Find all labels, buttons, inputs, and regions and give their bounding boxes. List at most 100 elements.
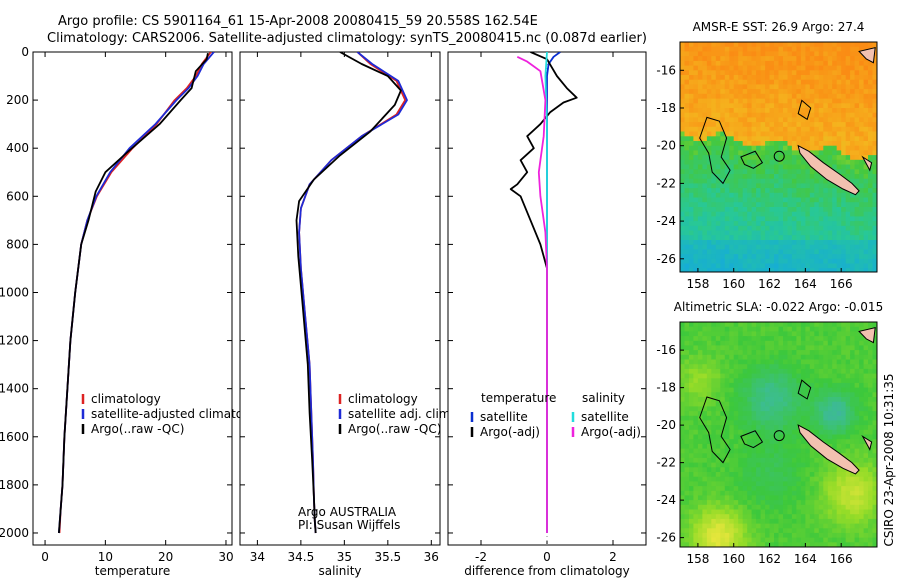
heatmap-cell xyxy=(747,345,753,351)
heatmap-cell xyxy=(805,192,811,199)
heatmap-cell xyxy=(823,93,829,100)
heatmap-cell xyxy=(854,98,860,104)
heatmap-cell xyxy=(836,439,842,445)
heatmap-cell xyxy=(854,481,860,487)
heatmap-cell xyxy=(697,331,703,337)
heatmap-cell xyxy=(868,415,874,422)
heatmap-cell xyxy=(827,93,833,100)
heatmap-cell xyxy=(868,495,874,501)
heatmap-cell xyxy=(760,131,766,137)
heatmap-cell xyxy=(827,240,833,246)
heatmap-cell xyxy=(863,216,869,222)
heatmap-cell xyxy=(872,439,877,445)
heatmap-cell xyxy=(706,509,712,515)
heatmap-cell xyxy=(854,443,860,450)
heatmap-cell xyxy=(689,98,695,104)
heatmap-cell xyxy=(796,240,802,246)
heatmap-cell xyxy=(859,364,865,370)
heatmap-cell xyxy=(814,364,820,370)
heatmap-cell xyxy=(783,174,789,180)
heatmap-cell xyxy=(693,406,699,412)
heatmap-cell xyxy=(724,490,730,497)
heatmap-cell xyxy=(702,528,708,534)
heatmap-cell xyxy=(854,518,860,525)
y-tick-label: 0 xyxy=(21,45,29,59)
heatmap-cell xyxy=(787,145,793,152)
heatmap-cell xyxy=(868,141,874,147)
heatmap-cell xyxy=(689,354,695,361)
heatmap-cell xyxy=(805,345,811,351)
heatmap-cell xyxy=(738,89,744,95)
heatmap-cell xyxy=(774,397,780,403)
heatmap-cell xyxy=(872,254,877,260)
heatmap-cell xyxy=(796,486,802,492)
heatmap-cell xyxy=(783,486,789,492)
heatmap-cell xyxy=(854,150,860,156)
heatmap-cell xyxy=(854,263,860,269)
heatmap-cell xyxy=(823,514,829,520)
heatmap-cell xyxy=(868,359,874,365)
heatmap-cell xyxy=(702,481,708,487)
heatmap-cell xyxy=(778,368,784,375)
heatmap-cell xyxy=(729,122,735,128)
heatmap-cell xyxy=(756,336,762,342)
heatmap-cell xyxy=(715,429,721,436)
legend-label: satellite adj. clim. xyxy=(348,407,454,421)
heatmap-cell xyxy=(823,397,829,403)
heatmap-cell xyxy=(796,150,802,156)
heatmap-cell xyxy=(711,164,717,170)
heatmap-cell xyxy=(760,254,766,260)
heatmap-cell xyxy=(729,528,735,534)
heatmap-cell xyxy=(791,340,797,347)
heatmap-cell xyxy=(809,504,815,511)
heatmap-cell xyxy=(751,509,757,515)
heatmap-cell xyxy=(689,108,695,114)
heatmap-cell xyxy=(787,122,793,128)
heatmap-cell xyxy=(809,197,815,203)
heatmap-cell xyxy=(787,532,793,539)
heatmap-cell xyxy=(738,131,744,137)
heatmap-cell xyxy=(720,188,726,194)
heatmap-cell xyxy=(791,331,797,337)
heatmap-cell xyxy=(697,387,703,393)
heatmap-cell xyxy=(827,197,833,203)
heatmap-cell xyxy=(836,258,842,265)
heatmap-cell xyxy=(832,368,838,375)
heatmap-cell xyxy=(724,51,730,57)
heatmap-cell xyxy=(800,368,806,375)
heatmap-cell xyxy=(832,93,838,100)
heatmap-cell xyxy=(854,197,860,203)
heatmap-cell xyxy=(836,75,842,81)
heatmap-cell xyxy=(850,331,856,337)
heatmap-cell xyxy=(715,453,721,459)
x-axis-label: temperature xyxy=(95,564,170,578)
heatmap-cell xyxy=(863,263,869,269)
heatmap-cell xyxy=(863,155,869,161)
heatmap-cell xyxy=(859,457,865,464)
heatmap-cell xyxy=(836,202,842,208)
heatmap-cell xyxy=(756,397,762,403)
heatmap-cell xyxy=(800,415,806,422)
heatmap-cell xyxy=(859,202,865,208)
heatmap-cell xyxy=(689,164,695,170)
heatmap-cell xyxy=(720,216,726,222)
heatmap-cell xyxy=(778,221,784,227)
heatmap-cell xyxy=(680,46,686,53)
heatmap-cell xyxy=(738,70,744,76)
heatmap-cell xyxy=(850,84,856,90)
heatmap-cell xyxy=(706,453,712,459)
heatmap-cell xyxy=(854,490,860,497)
heatmap-cell xyxy=(868,183,874,189)
heatmap-cell xyxy=(850,354,856,361)
heatmap-cell xyxy=(765,472,771,478)
legend-label: satellite xyxy=(480,410,528,424)
heatmap-cell xyxy=(680,159,686,166)
heatmap-cell xyxy=(805,202,811,208)
heatmap-cell xyxy=(805,425,811,431)
heatmap-cell xyxy=(715,70,721,76)
heatmap-cell xyxy=(859,378,865,384)
heatmap-cell xyxy=(796,443,802,450)
heatmap-cell xyxy=(836,350,842,356)
heatmap-cell xyxy=(800,136,806,142)
